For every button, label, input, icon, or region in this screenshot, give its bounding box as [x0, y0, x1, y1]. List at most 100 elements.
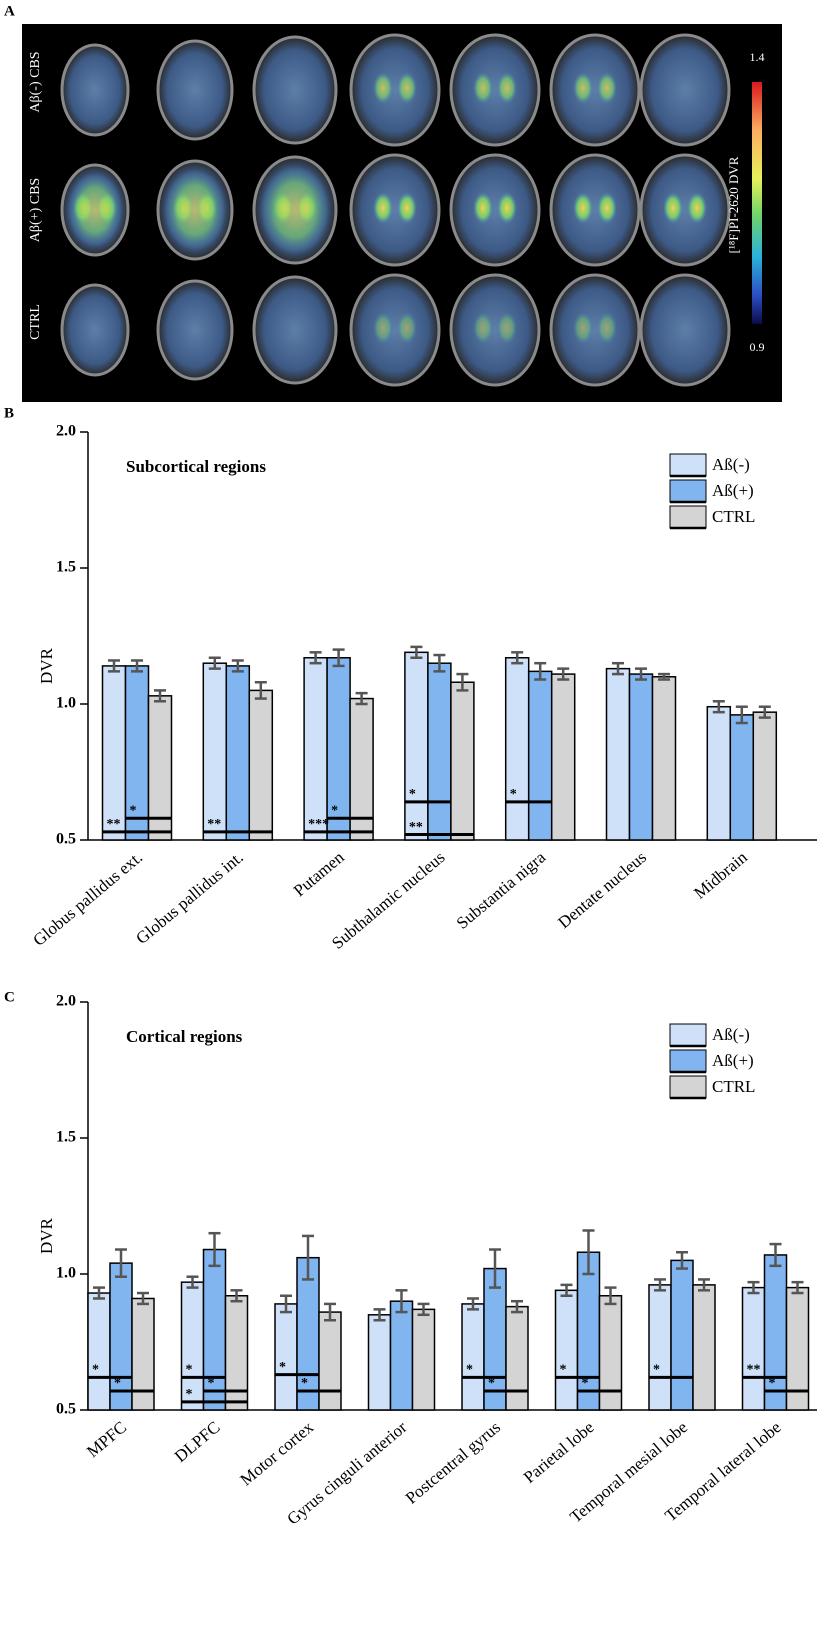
significance-label: *: [560, 1363, 567, 1378]
y-tick-label: 0.5: [56, 1401, 76, 1418]
y-tick-label: 1.5: [56, 559, 76, 576]
brain-uptake: [373, 72, 393, 104]
x-tick-label: Substantia nigra: [453, 847, 550, 933]
significance-label: *: [186, 1387, 193, 1402]
y-tick-label: 0.5: [56, 831, 76, 848]
brain: [351, 35, 439, 145]
brain-uptake: [68, 173, 122, 247]
legend-label: Aß(+): [712, 1051, 754, 1070]
bar: [451, 682, 474, 840]
chart-title: Cortical regions: [126, 1027, 243, 1046]
brain-uptake: [597, 72, 617, 104]
panel-label: A: [4, 3, 15, 19]
bar: [707, 707, 730, 840]
x-tick-label: Putamen: [290, 847, 348, 900]
bar: [630, 674, 653, 840]
bar: [462, 1304, 484, 1410]
bar: [753, 712, 776, 840]
bar: [369, 1315, 391, 1410]
x-tick-label: Dentate nucleus: [554, 848, 650, 933]
significance-label: *: [92, 1363, 99, 1378]
brain-uptake: [373, 192, 393, 224]
brain: [551, 275, 639, 385]
brain-images: [62, 35, 729, 385]
significance-label: *: [301, 1376, 308, 1391]
colorbar: [752, 82, 762, 324]
colorbar-min: 0.9: [750, 340, 765, 354]
brain: [641, 275, 729, 385]
x-tick-label: DLPFC: [171, 1418, 224, 1467]
brain: [158, 281, 232, 379]
bar: [653, 677, 676, 840]
figure: 1.4 0.9 [¹⁸F]PI-2620 DVR Aβ(-) CBS Aβ(+)…: [0, 0, 817, 1640]
bar: [556, 1290, 578, 1410]
bar: [226, 666, 249, 840]
bar: [249, 690, 272, 840]
significance-label: *: [114, 1376, 121, 1391]
brain-uptake: [597, 312, 617, 344]
significance-label: *: [769, 1376, 776, 1391]
brain-uptake: [397, 72, 417, 104]
legend-label: CTRL: [712, 507, 755, 526]
significance-label: *: [409, 787, 416, 802]
x-tick-label: Parietal lobe: [520, 1418, 598, 1487]
row-label: Aβ(-) CBS: [28, 51, 43, 112]
bar: [203, 663, 226, 840]
legend-swatch: [670, 454, 706, 476]
bar: [413, 1309, 435, 1410]
significance-label: *: [186, 1363, 193, 1378]
legend-label: Aß(-): [712, 1025, 750, 1044]
bar: [552, 674, 575, 840]
significance-label: *: [466, 1363, 473, 1378]
brain-uptake: [687, 192, 707, 224]
brain: [158, 41, 232, 139]
bar: [529, 671, 552, 840]
brain: [641, 155, 729, 265]
y-axis-label: DVR: [37, 647, 56, 684]
legend-swatch: [670, 506, 706, 528]
brain-uptake: [497, 312, 517, 344]
brain-uptake: [473, 192, 493, 224]
y-tick-label: 1.5: [56, 1129, 76, 1146]
brain: [62, 285, 128, 375]
colorbar-max: 1.4: [750, 50, 765, 64]
chart-title: Subcortical regions: [126, 457, 266, 476]
panel-label: B: [4, 405, 14, 421]
panel-label: C: [4, 989, 15, 1005]
brain-uptake: [573, 312, 593, 344]
brain-uptake: [397, 192, 417, 224]
x-tick-label: MPFC: [83, 1418, 130, 1462]
bar: [506, 658, 529, 840]
bar: [600, 1296, 622, 1410]
bar: [103, 666, 126, 840]
brain-uptake: [573, 192, 593, 224]
brain-uptake: [164, 169, 226, 251]
brain: [351, 275, 439, 385]
y-tick-label: 1.0: [56, 695, 76, 712]
brain-uptake: [473, 72, 493, 104]
significance-label: *: [582, 1376, 589, 1391]
x-tick-label: Midbrain: [690, 847, 751, 903]
bar: [391, 1301, 413, 1410]
significance-label: *: [653, 1363, 660, 1378]
bar: [730, 715, 753, 840]
significance-label: ***: [308, 817, 329, 832]
brain-uptake: [597, 192, 617, 224]
significance-label: *: [130, 803, 137, 818]
brain: [451, 275, 539, 385]
bar: [226, 1296, 248, 1410]
x-tick-label: Postcentral gyrus: [402, 1418, 504, 1508]
significance-label: **: [409, 820, 423, 835]
y-axis-label: DVR: [37, 1217, 56, 1254]
x-tick-label: Motor cortex: [237, 1417, 318, 1489]
brain-uptake: [473, 312, 493, 344]
bar: [649, 1285, 671, 1410]
bar: [428, 663, 451, 840]
brain: [451, 155, 539, 265]
y-tick-label: 1.0: [56, 1265, 76, 1282]
brain: [551, 35, 639, 145]
brain: [254, 37, 336, 143]
brain-uptake: [663, 192, 683, 224]
legend-swatch: [670, 1024, 706, 1046]
bar: [607, 669, 630, 840]
